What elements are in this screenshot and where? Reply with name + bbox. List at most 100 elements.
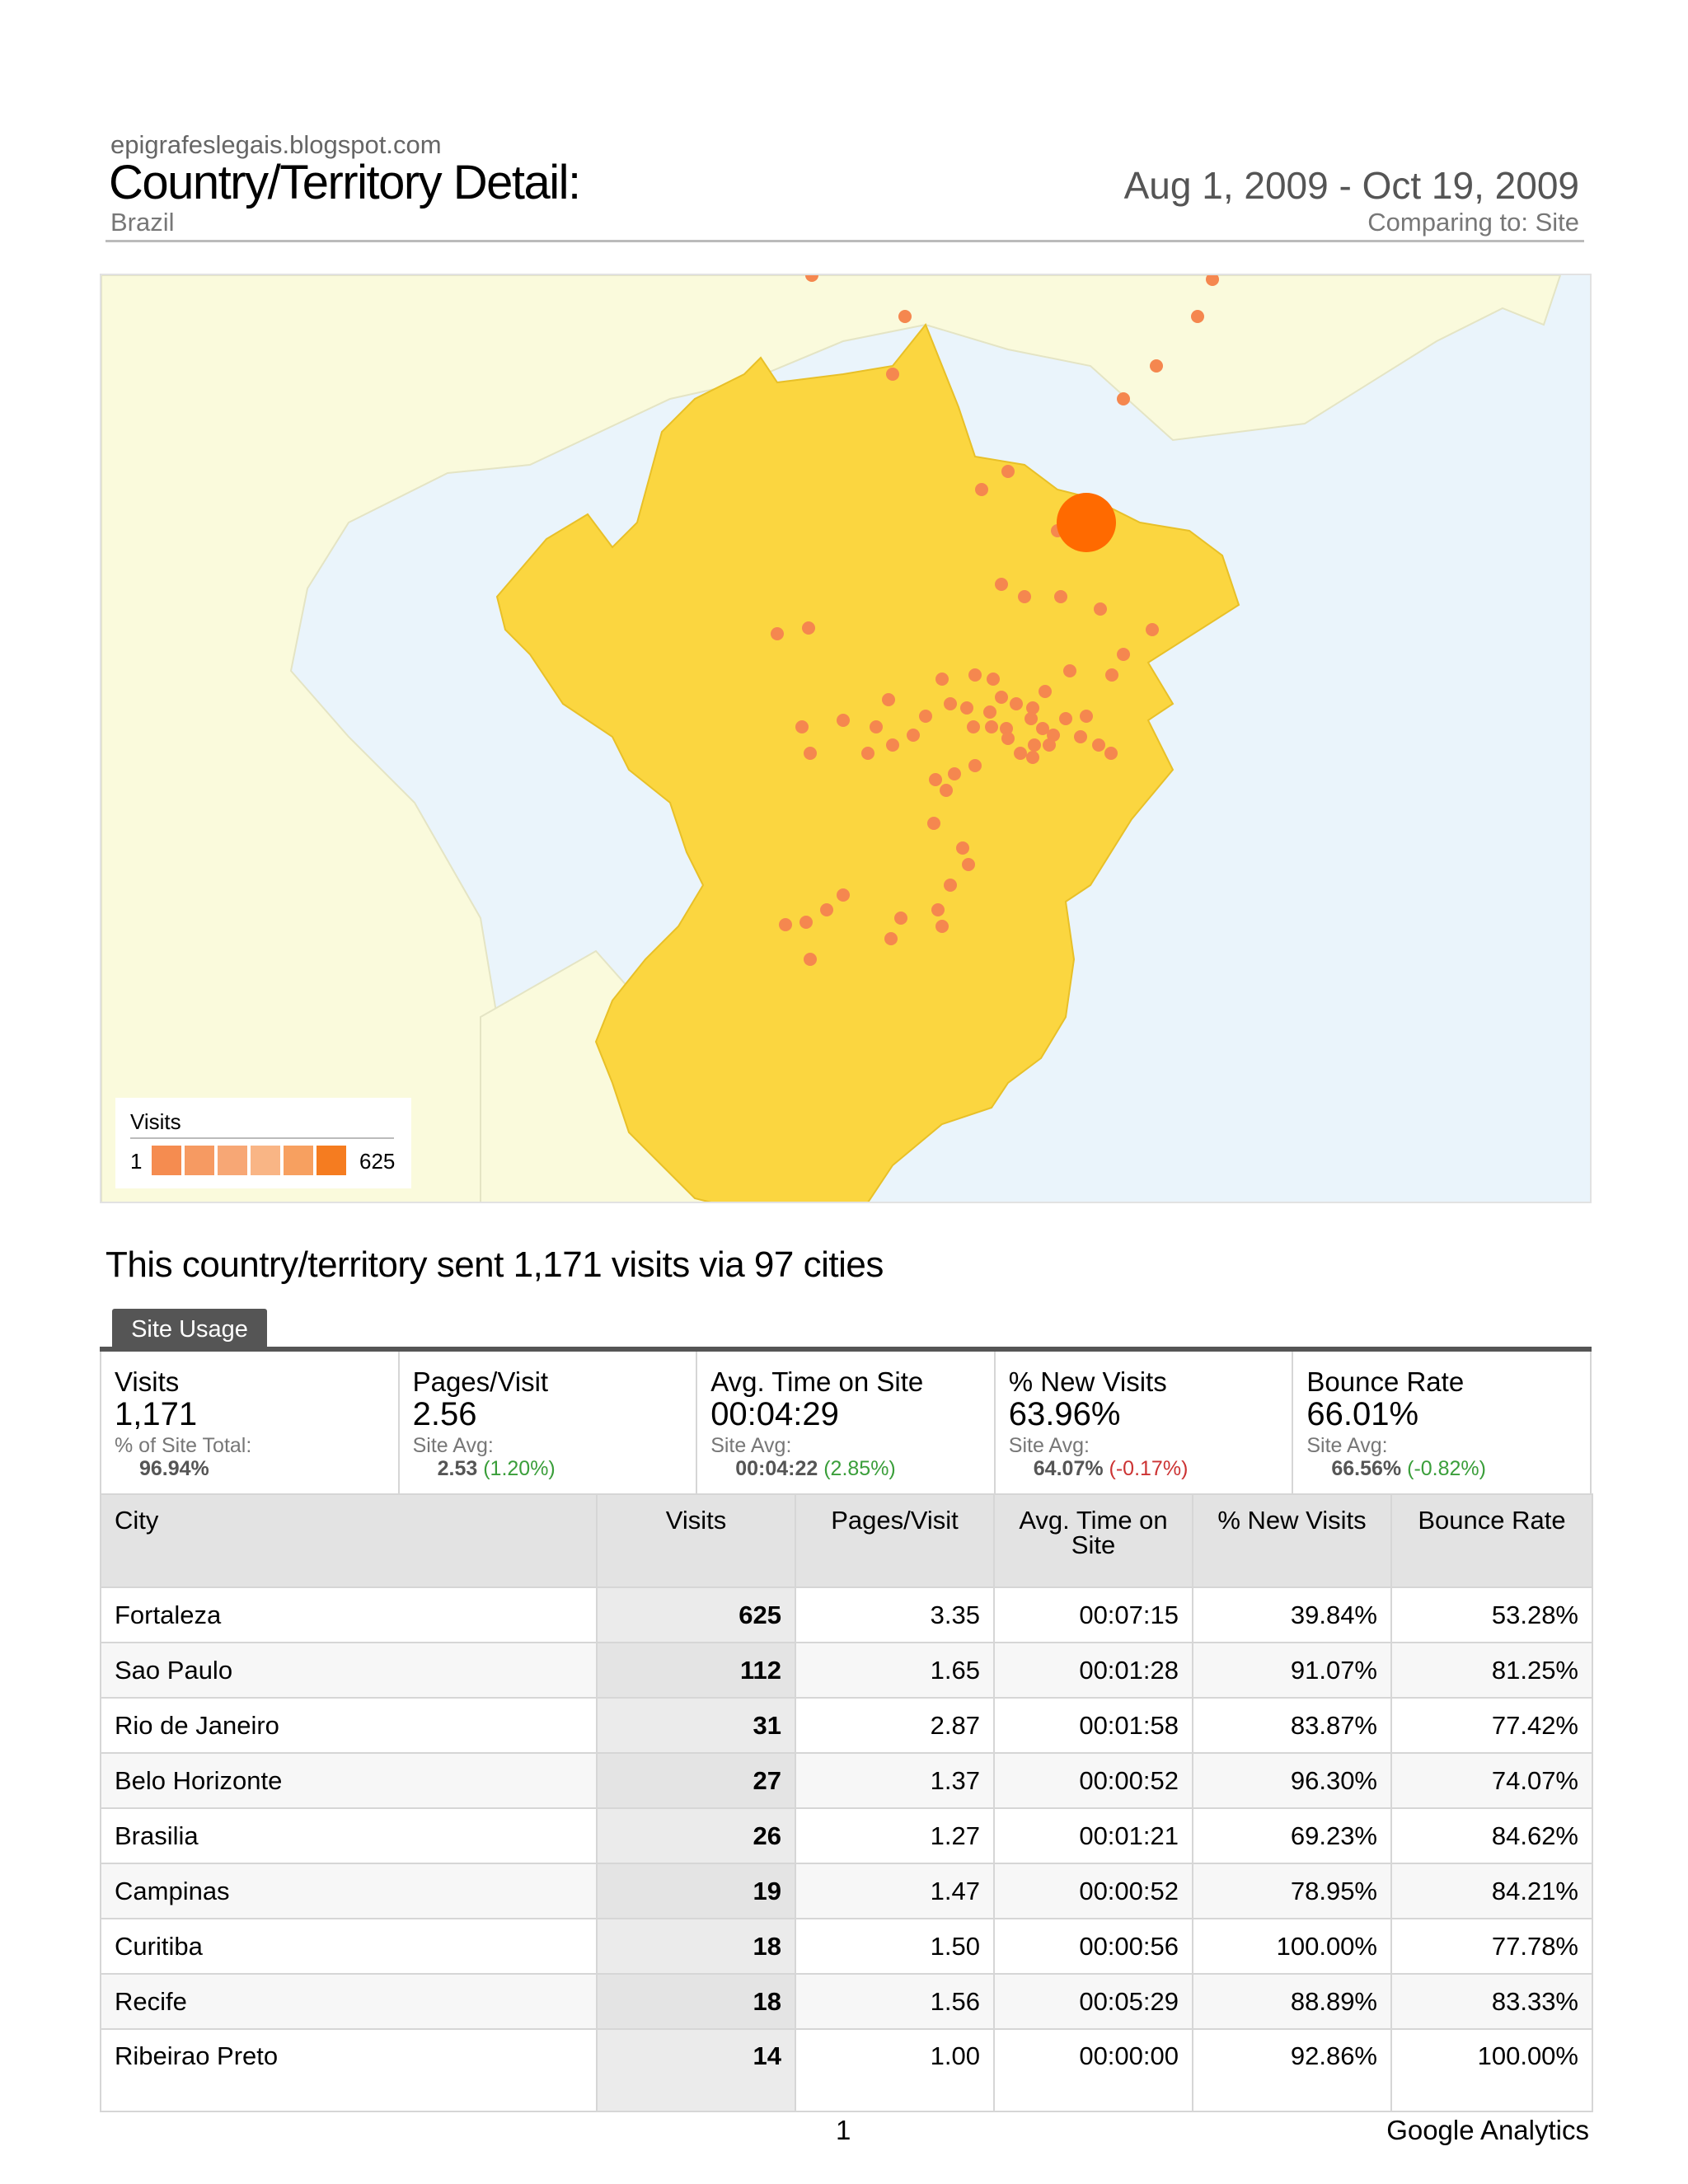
city-marker[interactable] (929, 773, 942, 786)
column-header-visits[interactable]: Visits (596, 1493, 796, 1588)
city-marker[interactable] (960, 701, 973, 715)
city-marker[interactable] (1054, 590, 1067, 603)
city-marker[interactable] (1117, 648, 1130, 661)
city-marker[interactable] (1206, 275, 1219, 286)
city-marker[interactable] (1036, 722, 1049, 735)
city-marker-fortaleza[interactable] (1057, 493, 1116, 552)
city-marker[interactable] (898, 310, 912, 323)
city-marker[interactable] (995, 578, 1008, 591)
city-marker[interactable] (968, 668, 982, 682)
city-marker[interactable] (1063, 664, 1076, 677)
table-row[interactable]: Rio de Janeiro 31 2.87 00:01:58 83.87% 77.42% (100, 1697, 1593, 1754)
city-marker[interactable] (927, 817, 940, 830)
city-marker[interactable] (968, 759, 982, 772)
table-row[interactable]: Fortaleza 625 3.35 00:07:15 39.84% 53.28% (100, 1586, 1593, 1643)
city-marker[interactable] (804, 953, 817, 966)
city-marker[interactable] (1080, 710, 1093, 723)
city-marker[interactable] (944, 697, 957, 710)
city-marker[interactable] (1028, 738, 1041, 752)
cell-city[interactable]: Curitiba (100, 1918, 598, 1975)
city-marker[interactable] (1074, 730, 1087, 743)
city-marker[interactable] (1026, 701, 1039, 715)
city-marker[interactable] (962, 858, 975, 871)
column-header-avg-time[interactable]: Avg. Time on Site (993, 1493, 1193, 1588)
city-marker[interactable] (995, 691, 1008, 704)
city-marker[interactable] (861, 747, 874, 760)
city-marker[interactable] (779, 918, 792, 931)
table-row[interactable]: Brasilia 26 1.27 00:01:21 69.23% 84.62% (100, 1807, 1593, 1864)
city-marker[interactable] (1150, 359, 1163, 373)
city-marker[interactable] (1039, 685, 1052, 698)
city-marker[interactable] (1018, 590, 1031, 603)
city-marker[interactable] (1001, 732, 1015, 745)
country-subtitle: Brazil (110, 208, 175, 237)
city-marker[interactable] (884, 932, 898, 945)
city-marker[interactable] (1094, 602, 1107, 616)
country-map[interactable]: Visits 1 625 (100, 274, 1592, 1203)
cell-city[interactable]: Brasilia (100, 1807, 598, 1864)
city-marker[interactable] (931, 903, 945, 916)
city-marker[interactable] (771, 627, 784, 640)
column-header-pages-visit[interactable]: Pages/Visit (795, 1493, 995, 1588)
cell-city[interactable]: Campinas (100, 1863, 598, 1919)
table-row[interactable]: Ribeirao Preto 14 1.00 00:00:00 92.86% 100.00… (100, 2028, 1593, 2112)
table-row[interactable]: Belo Horizonte 27 1.37 00:00:52 96.30% 74.07% (100, 1752, 1593, 1809)
table-row[interactable]: Recife 18 1.56 00:05:29 88.89% 83.33% (100, 1973, 1593, 2030)
city-marker[interactable] (985, 720, 998, 733)
city-marker[interactable] (1105, 668, 1118, 682)
city-marker[interactable] (805, 275, 818, 282)
column-header-bounce-rate[interactable]: Bounce Rate (1390, 1493, 1593, 1588)
city-marker[interactable] (1014, 747, 1027, 760)
city-marker[interactable] (820, 903, 833, 916)
city-marker[interactable] (944, 879, 957, 892)
city-marker[interactable] (1047, 729, 1060, 742)
city-marker[interactable] (802, 621, 815, 635)
city-marker[interactable] (935, 673, 949, 686)
city-marker[interactable] (886, 368, 899, 381)
city-marker[interactable] (987, 673, 1000, 686)
city-marker[interactable] (837, 888, 850, 902)
city-marker[interactable] (1092, 738, 1105, 752)
page-title: Country/Territory Detail: (109, 156, 581, 209)
city-marker[interactable] (948, 767, 961, 780)
city-marker[interactable] (1001, 465, 1015, 478)
city-marker[interactable] (919, 710, 932, 723)
city-marker[interactable] (1059, 712, 1072, 725)
city-marker[interactable] (1026, 751, 1039, 764)
city-marker[interactable] (956, 841, 969, 855)
column-header-new-visits[interactable]: % New Visits (1192, 1493, 1392, 1588)
city-marker[interactable] (1000, 722, 1013, 735)
city-marker[interactable] (940, 784, 953, 797)
city-marker[interactable] (967, 720, 980, 733)
city-marker[interactable] (795, 720, 809, 733)
city-marker[interactable] (870, 720, 883, 733)
cell-city[interactable]: Fortaleza (100, 1586, 598, 1643)
cell-city[interactable]: Recife (100, 1973, 598, 2030)
table-row[interactable]: Curitiba 18 1.50 00:00:56 100.00% 77.78% (100, 1918, 1593, 1975)
cell-city[interactable]: Belo Horizonte (100, 1752, 598, 1809)
column-header-city[interactable]: City (100, 1493, 598, 1588)
city-marker[interactable] (1104, 747, 1118, 760)
city-marker[interactable] (1010, 697, 1023, 710)
cell-city[interactable]: Ribeirao Preto (100, 2028, 598, 2112)
table-row[interactable]: Sao Paulo 112 1.65 00:01:28 91.07% 81.25% (100, 1642, 1593, 1699)
city-marker[interactable] (837, 714, 850, 727)
cell-city[interactable]: Rio de Janeiro (100, 1697, 598, 1754)
cell-city[interactable]: Sao Paulo (100, 1642, 598, 1699)
city-marker[interactable] (1117, 392, 1130, 405)
city-marker[interactable] (1191, 310, 1204, 323)
city-marker[interactable] (1146, 623, 1159, 636)
city-marker[interactable] (907, 729, 920, 742)
city-marker[interactable] (975, 483, 988, 496)
tab-site-usage[interactable]: Site Usage (112, 1309, 267, 1348)
city-marker[interactable] (1043, 738, 1056, 752)
city-marker[interactable] (894, 912, 907, 925)
city-marker[interactable] (983, 705, 996, 719)
city-marker[interactable] (1025, 712, 1038, 725)
city-marker[interactable] (804, 747, 817, 760)
table-row[interactable]: Campinas 19 1.47 00:00:52 78.95% 84.21% (100, 1863, 1593, 1919)
city-marker[interactable] (886, 738, 899, 752)
city-marker[interactable] (935, 920, 949, 933)
city-marker[interactable] (799, 916, 813, 929)
city-marker[interactable] (882, 693, 895, 706)
